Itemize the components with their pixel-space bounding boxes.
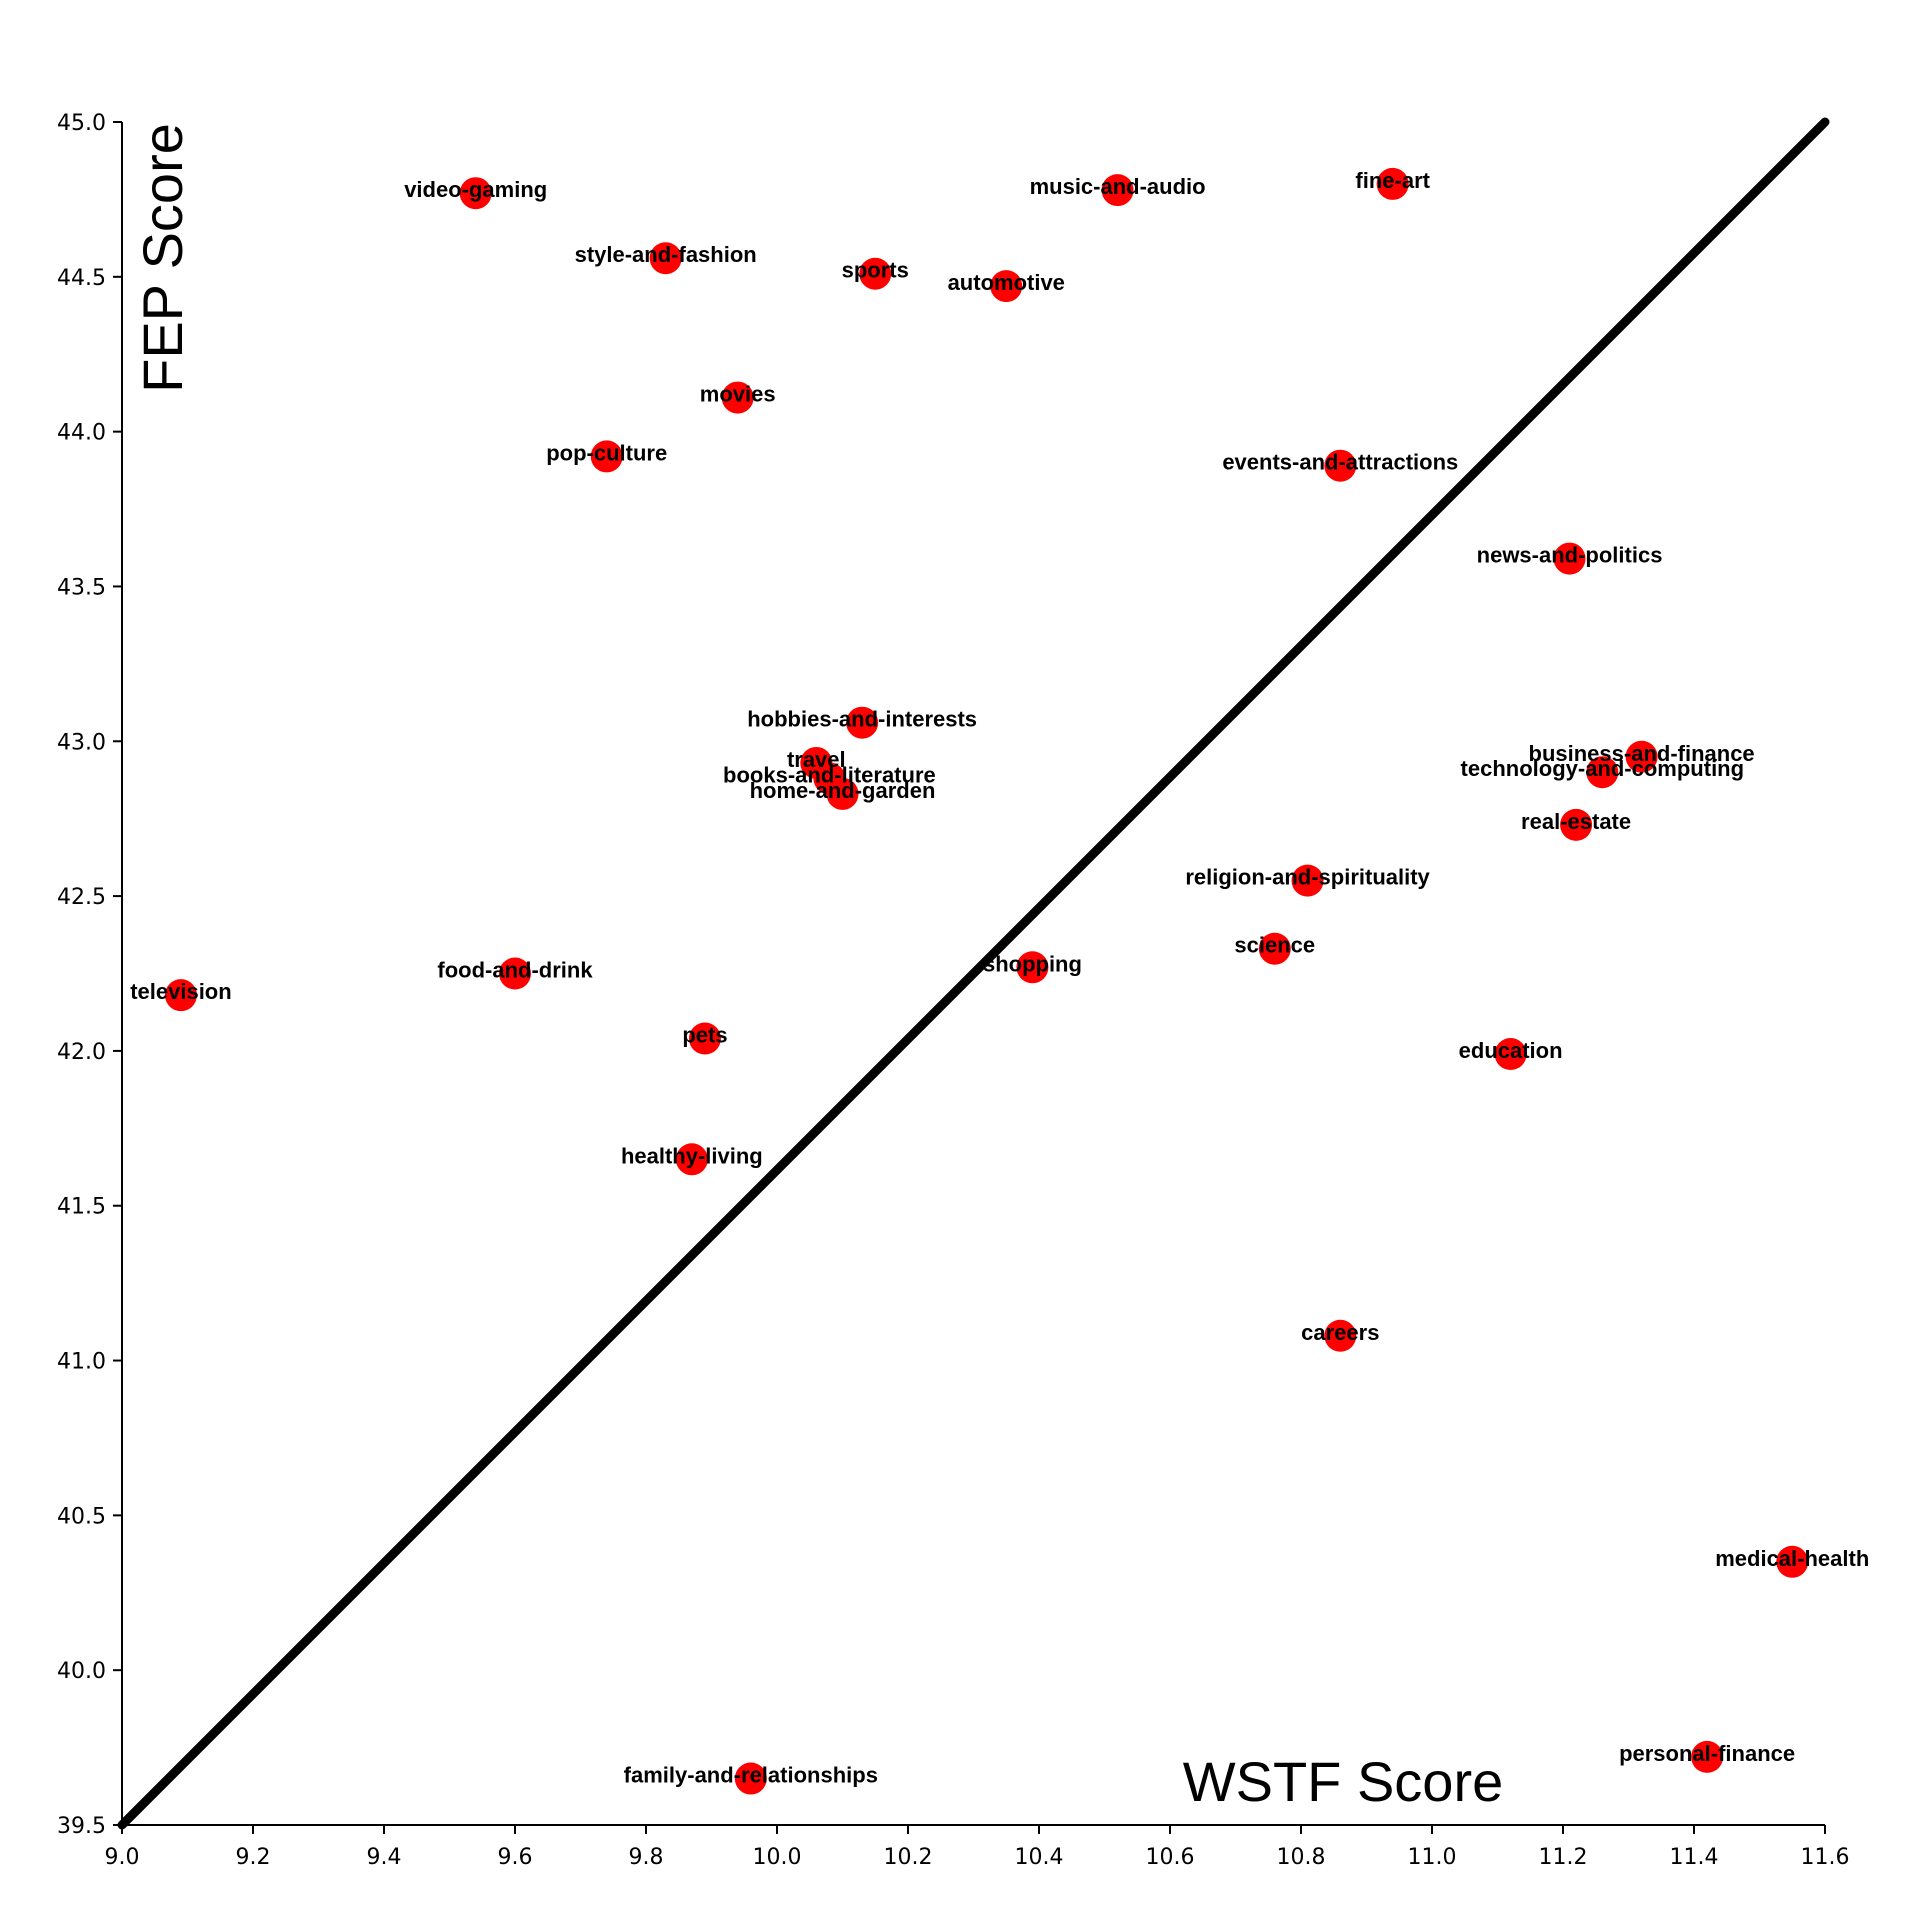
y-tick-label: 44.5 <box>57 266 106 291</box>
point-label: hobbies-and-interests <box>747 707 977 732</box>
data-point <box>499 957 531 990</box>
y-tick-label: 41.5 <box>57 1195 106 1220</box>
data-point <box>459 177 492 210</box>
data-point <box>675 1143 708 1176</box>
y-tick-label: 42.0 <box>57 1040 106 1065</box>
data-point <box>846 706 879 739</box>
data-point <box>1258 932 1291 965</box>
data-point <box>688 1022 721 1055</box>
y-tick-label: 40.0 <box>57 1659 106 1684</box>
data-point <box>1376 167 1409 200</box>
point-label: fine-art <box>1355 168 1430 193</box>
y-tick-label: 40.5 <box>57 1504 106 1529</box>
x-tick-label: 10.0 <box>753 1845 802 1870</box>
y-tick-label: 43.5 <box>57 575 106 600</box>
point-label: business-and-finance <box>1529 741 1755 766</box>
x-tick-label: 10.8 <box>1277 1845 1326 1870</box>
data-point <box>1101 174 1134 207</box>
data-point <box>1291 864 1324 897</box>
x-tick-label: 9.0 <box>105 1845 140 1870</box>
data-point <box>649 242 682 275</box>
point-label: healthy-living <box>621 1143 763 1168</box>
point-label: video-gaming <box>404 177 547 202</box>
point-label: medical-health <box>1715 1546 1869 1571</box>
x-tick-label: 11.2 <box>1539 1845 1588 1870</box>
data-point <box>1586 756 1619 789</box>
x-tick-label: 11.0 <box>1408 1845 1457 1870</box>
data-point <box>721 381 754 414</box>
y-tick-label: 43.0 <box>57 730 106 755</box>
data-point <box>1553 542 1586 575</box>
point-label: television <box>130 979 231 1004</box>
point-label: religion-and-spirituality <box>1185 865 1430 890</box>
point-label: education <box>1459 1038 1563 1063</box>
data-point <box>734 1762 767 1795</box>
data-point <box>1324 1319 1357 1352</box>
x-tick-label: 9.8 <box>629 1845 664 1870</box>
y-tick-label: 44.0 <box>57 421 106 446</box>
point-label: movies <box>700 382 776 407</box>
point-label: events-and-attractions <box>1222 450 1458 475</box>
data-point <box>1625 740 1658 773</box>
data-point <box>1324 449 1357 482</box>
point-label: shopping <box>983 951 1082 976</box>
x-axis-title: WSTF Score <box>1183 1750 1503 1813</box>
x-tick-label: 10.2 <box>884 1845 933 1870</box>
y-tick-label: 39.5 <box>57 1814 106 1839</box>
point-label: travel <box>787 747 846 772</box>
point-label: pets <box>682 1023 727 1048</box>
point-label: pop-culture <box>546 440 667 465</box>
point-label: careers <box>1301 1320 1379 1345</box>
data-point <box>1776 1545 1809 1578</box>
x-tick-label: 10.6 <box>1146 1845 1195 1870</box>
y-tick-label: 42.5 <box>57 885 106 910</box>
point-label: sports <box>842 258 909 283</box>
point-label: family-and-relationships <box>624 1763 878 1788</box>
point-label: home-and-garden <box>750 778 936 803</box>
x-tick-label: 11.4 <box>1670 1845 1719 1870</box>
x-tick-label: 11.6 <box>1801 1845 1850 1870</box>
y-tick-label: 45.0 <box>57 111 106 136</box>
point-label: science <box>1234 933 1315 958</box>
data-point <box>590 440 623 473</box>
y-tick-label: 41.0 <box>57 1350 106 1375</box>
data-point <box>1560 808 1593 841</box>
x-tick-label: 9.4 <box>367 1845 402 1870</box>
data-point <box>859 257 892 290</box>
point-label: music-and-audio <box>1030 174 1206 199</box>
point-label: books-and-literature <box>723 762 936 787</box>
data-point <box>1691 1740 1724 1773</box>
point-label: personal-finance <box>1619 1741 1795 1766</box>
y-axis-title: FEP Score <box>131 123 194 393</box>
reference-line <box>117 117 1830 1830</box>
x-tick-label: 10.4 <box>1015 1845 1064 1870</box>
point-label: automotive <box>948 270 1065 295</box>
data-point <box>1016 951 1049 984</box>
point-label: food-and-drink <box>437 958 593 983</box>
data-point <box>826 777 859 810</box>
data-point <box>990 270 1023 303</box>
x-tick-label: 9.6 <box>498 1845 533 1870</box>
point-label: news-and-politics <box>1477 543 1663 568</box>
point-label: style-and-fashion <box>575 242 757 267</box>
point-label: real-estate <box>1521 809 1631 834</box>
data-point <box>164 979 197 1012</box>
data-point <box>1494 1038 1527 1071</box>
x-tick-label: 9.2 <box>236 1845 271 1870</box>
point-label: technology-and-computing <box>1461 756 1745 781</box>
